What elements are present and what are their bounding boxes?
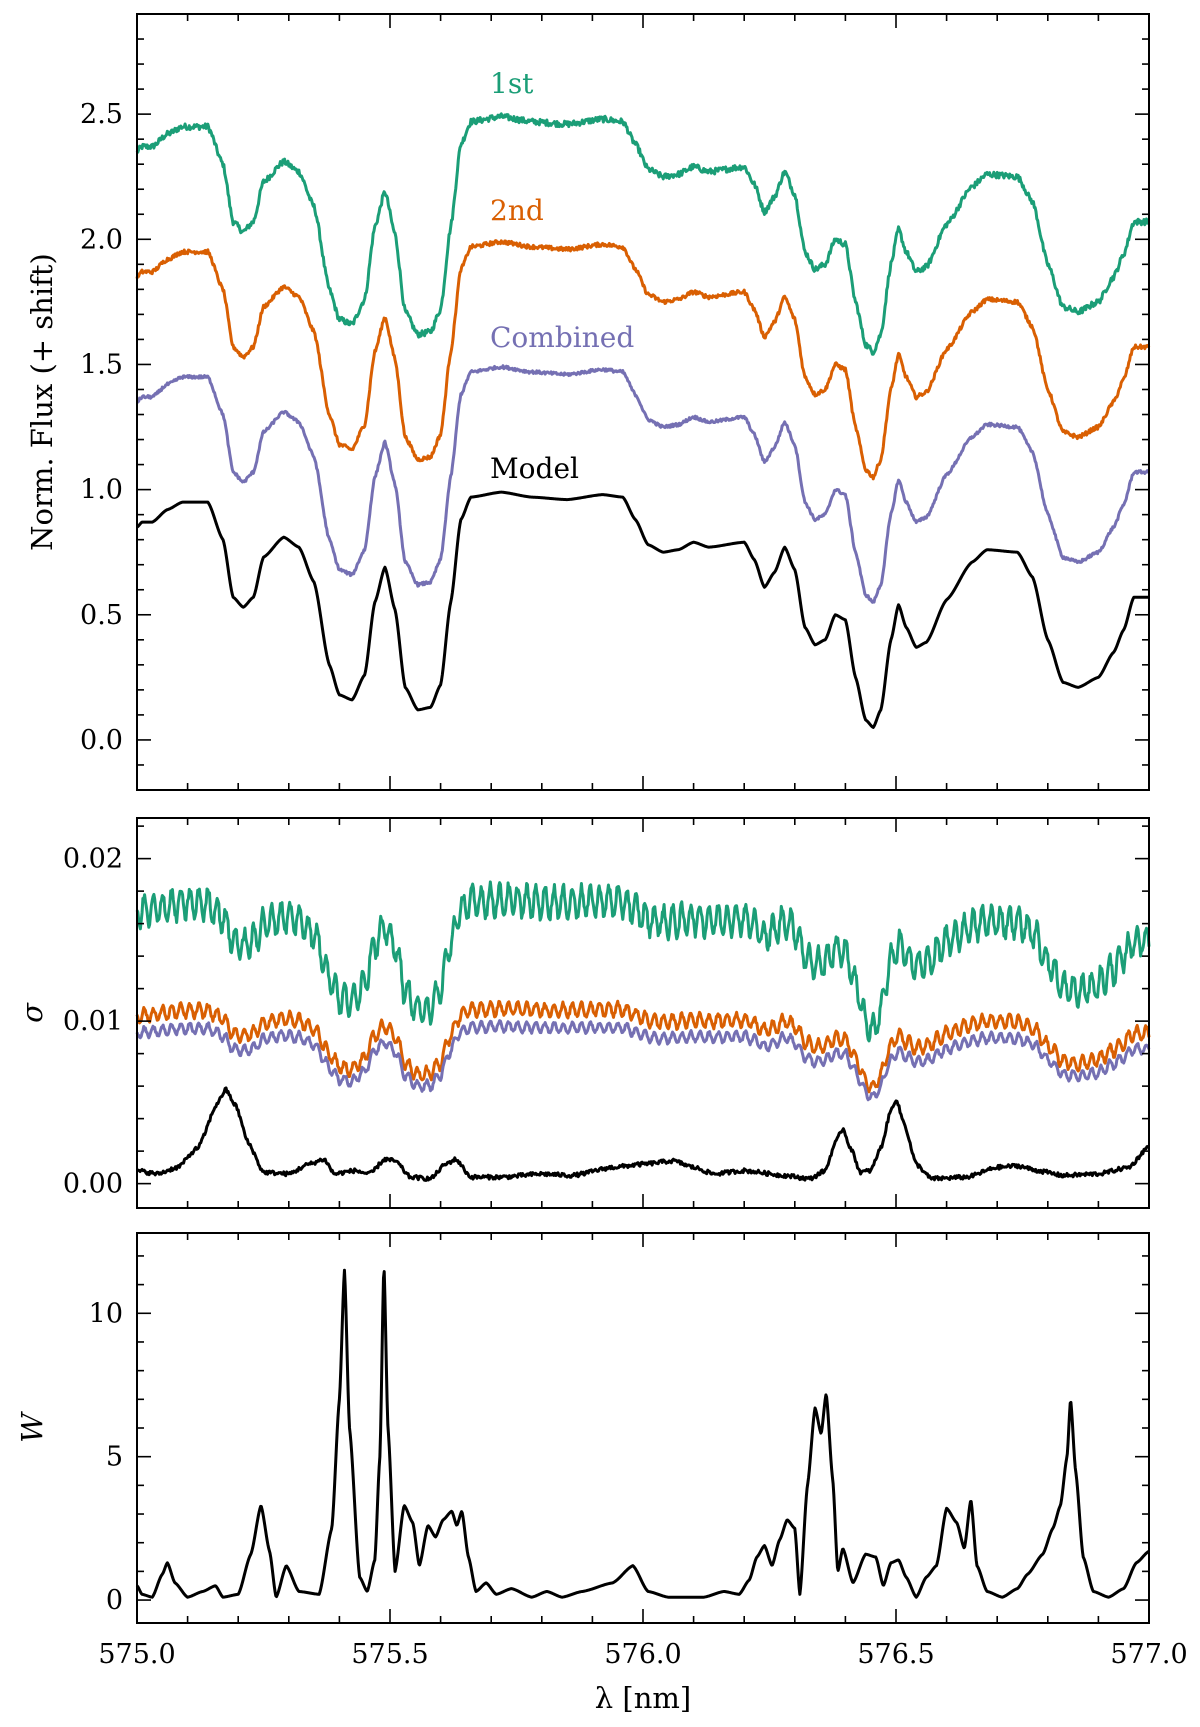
weight-series-layer bbox=[135, 1268, 1150, 1599]
x-tick-label: 576.0 bbox=[604, 1639, 681, 1670]
flux-series-2nd bbox=[135, 239, 1151, 481]
y-tick-label: 0.01 bbox=[63, 1006, 123, 1037]
y-tick-label: 10 bbox=[89, 1298, 123, 1329]
sigma-panel: 0.00 0.01 0.02 σ bbox=[15, 817, 1151, 1209]
sigma-series-layer bbox=[135, 880, 1151, 1182]
label-model: Model bbox=[490, 452, 579, 485]
x-axis-label: λ [nm] bbox=[595, 1681, 691, 1715]
flux-series-1st bbox=[135, 112, 1151, 356]
flux-series-model bbox=[136, 490, 1150, 729]
label-combined: Combined bbox=[490, 321, 634, 354]
x-tick-label: 577.0 bbox=[1110, 1639, 1187, 1670]
y-tick-label: 0.02 bbox=[63, 844, 123, 875]
sigma-series-combined bbox=[135, 1019, 1151, 1102]
flux-panel-frame bbox=[136, 13, 1150, 791]
y-tick-label: 1.0 bbox=[80, 475, 123, 506]
y-tick-label: 0.5 bbox=[80, 600, 123, 631]
y-tick-label: 0.0 bbox=[80, 725, 123, 756]
flux-series-layer bbox=[135, 112, 1151, 729]
x-tick-label: 575.0 bbox=[98, 1639, 175, 1670]
weight-panel: 575.0 575.5 576.0 576.5 577.0 0 5 10 W λ [nm] bbox=[15, 1232, 1188, 1715]
y-tick-label: 2.0 bbox=[80, 224, 123, 255]
sigma-series-2nd bbox=[135, 999, 1151, 1094]
flux-series-combined bbox=[136, 364, 1150, 604]
weight-tick-layer: 575.0 575.5 576.0 576.5 577.0 0 5 10 bbox=[89, 1233, 1188, 1670]
y-tick-label: 0.00 bbox=[63, 1169, 123, 1200]
flux-tick-layer: 0.0 0.5 1.0 1.5 2.0 2.5 bbox=[80, 13, 1150, 791]
sigma-series-1st bbox=[135, 880, 1151, 1043]
y-tick-label: 0 bbox=[106, 1585, 123, 1616]
weight-series bbox=[135, 1268, 1150, 1599]
sigma-series-model bbox=[135, 1086, 1150, 1182]
weight-y-axis-label: W bbox=[15, 1411, 49, 1443]
flux-y-axis-label: Norm. Flux (+ shift) bbox=[25, 253, 59, 551]
y-tick-label: 5 bbox=[106, 1442, 123, 1473]
weight-panel-frame bbox=[136, 1232, 1150, 1624]
label-2nd: 2nd bbox=[490, 194, 544, 227]
sigma-panel-frame bbox=[136, 817, 1150, 1209]
y-tick-label: 1.5 bbox=[80, 349, 123, 380]
x-tick-label: 576.5 bbox=[857, 1639, 934, 1670]
x-tick-label: 575.5 bbox=[351, 1639, 428, 1670]
y-tick-label: 2.5 bbox=[80, 99, 123, 130]
flux-panel: 0.00.51.01.52.02.5 Norm. Flux (+ shift) … bbox=[25, 13, 1151, 791]
label-1st: 1st bbox=[490, 67, 534, 100]
sigma-y-axis-label: σ bbox=[15, 1002, 49, 1023]
